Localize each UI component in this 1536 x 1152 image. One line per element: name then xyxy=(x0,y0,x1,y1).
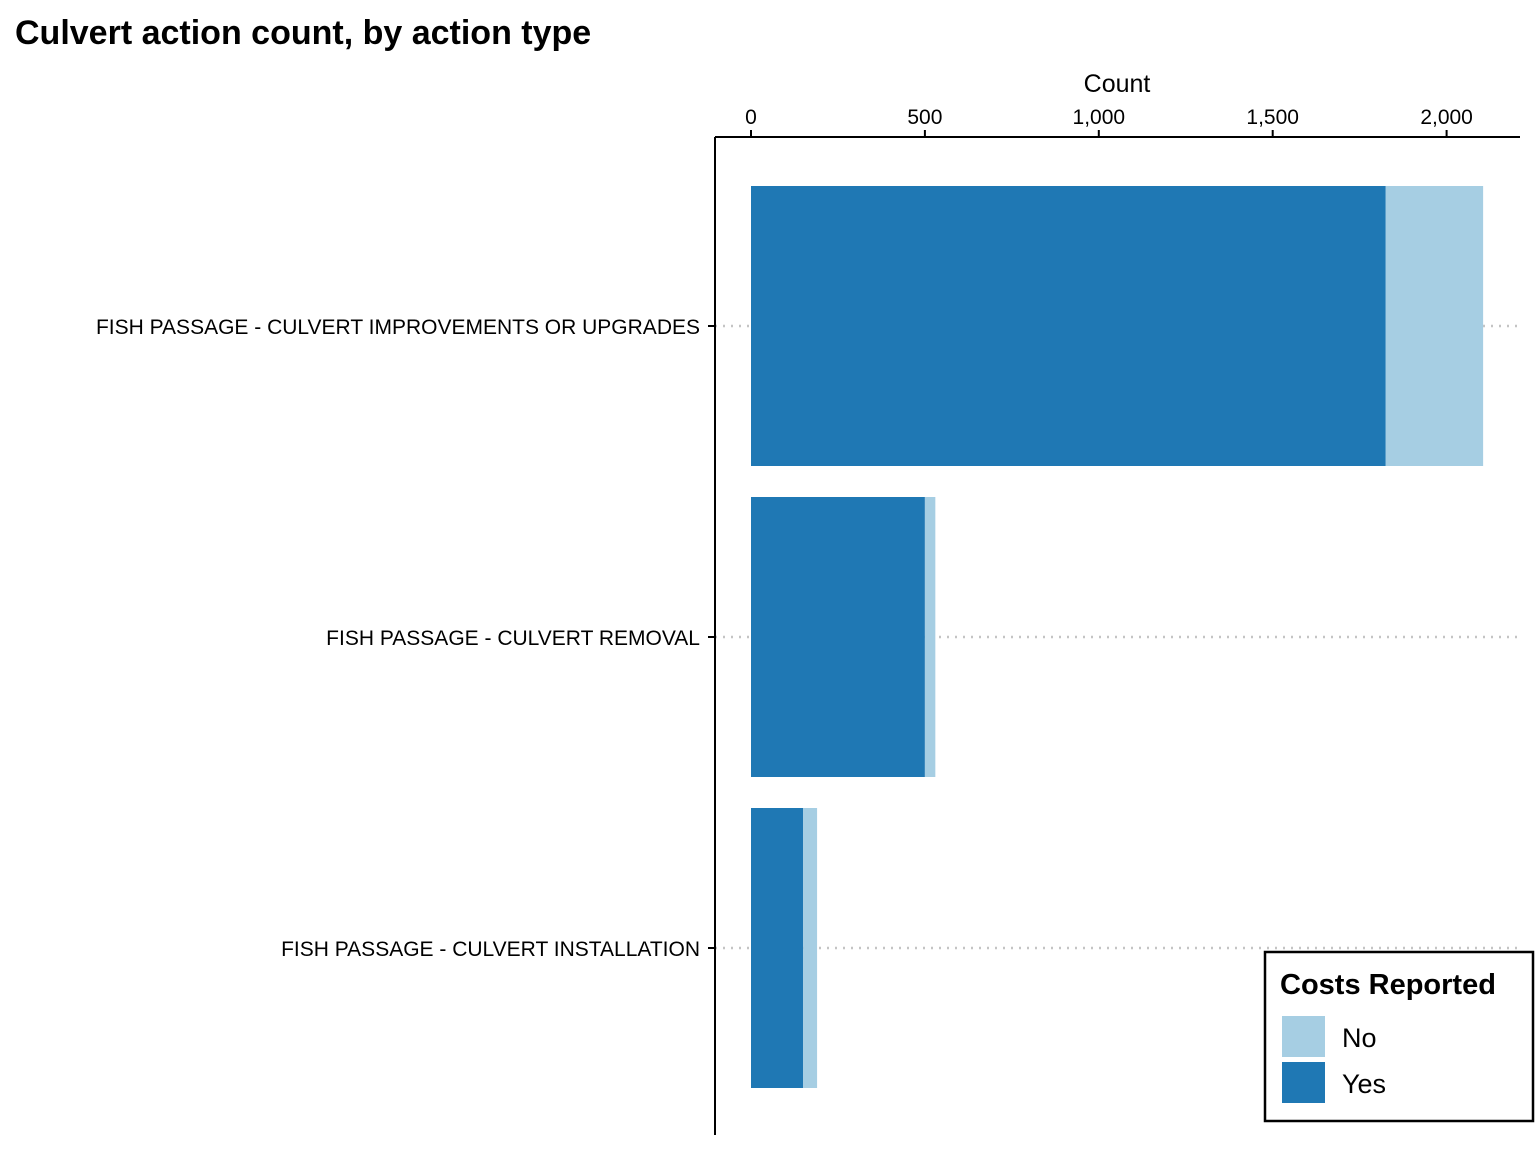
category-label: FISH PASSAGE - CULVERT INSTALLATION xyxy=(281,938,700,961)
bar-yes-1 xyxy=(751,497,925,777)
bar-yes-0 xyxy=(751,186,1386,466)
category-label: FISH PASSAGE - CULVERT REMOVAL xyxy=(326,627,700,650)
x-tick-label: 1,500 xyxy=(1246,106,1299,129)
x-axis-title: Count xyxy=(1084,70,1151,98)
legend-label-yes: Yes xyxy=(1342,1069,1386,1099)
bar-no-0 xyxy=(1385,186,1484,466)
x-tick-label: 1,000 xyxy=(1073,106,1126,129)
bar-yes-2 xyxy=(751,808,804,1088)
bars-layer xyxy=(751,186,1484,1088)
legend-label-no: No xyxy=(1342,1023,1377,1053)
legend: Costs Reported No Yes xyxy=(1263,950,1535,1123)
axes-layer: 0 500 1,000 1,500 2,000 FISH PASSAGE - CULVER… xyxy=(96,106,1520,1135)
bar-no-1 xyxy=(924,497,936,777)
legend-title: Costs Reported xyxy=(1280,969,1496,1001)
legend-swatch-yes xyxy=(1282,1062,1325,1103)
category-label: FISH PASSAGE - CULVERT IMPROVEMENTS OR U… xyxy=(96,316,700,339)
chart-title: Culvert action count, by action type xyxy=(15,14,591,52)
legend-swatch-no xyxy=(1282,1016,1325,1057)
x-tick-label: 0 xyxy=(745,106,757,129)
bar-no-2 xyxy=(803,808,818,1088)
x-tick-label: 500 xyxy=(907,106,942,129)
x-tick-label: 2,000 xyxy=(1420,106,1473,129)
